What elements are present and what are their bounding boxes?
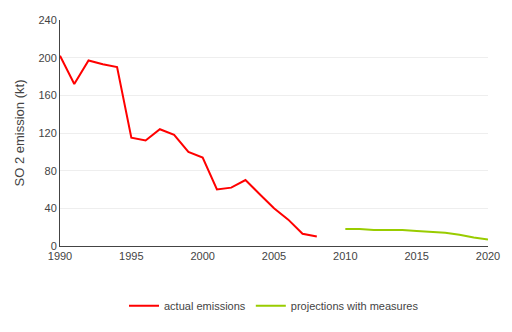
svg-text:actual emissions: actual emissions xyxy=(164,300,246,312)
svg-text:1990: 1990 xyxy=(48,250,72,262)
svg-text:160: 160 xyxy=(38,89,56,101)
svg-text:200: 200 xyxy=(38,52,56,64)
svg-text:1995: 1995 xyxy=(119,250,143,262)
svg-text:2000: 2000 xyxy=(190,250,214,262)
svg-text:0: 0 xyxy=(51,240,57,252)
svg-text:240: 240 xyxy=(38,14,56,26)
svg-text:SO 2 emission (kt): SO 2 emission (kt) xyxy=(12,80,27,187)
svg-text:projections with measures: projections with measures xyxy=(291,300,419,312)
svg-text:2010: 2010 xyxy=(333,250,357,262)
svg-text:120: 120 xyxy=(38,127,56,139)
svg-text:40: 40 xyxy=(45,202,57,214)
svg-text:2005: 2005 xyxy=(262,250,286,262)
svg-text:2020: 2020 xyxy=(476,250,500,262)
svg-text:2015: 2015 xyxy=(404,250,428,262)
svg-text:80: 80 xyxy=(45,165,57,177)
